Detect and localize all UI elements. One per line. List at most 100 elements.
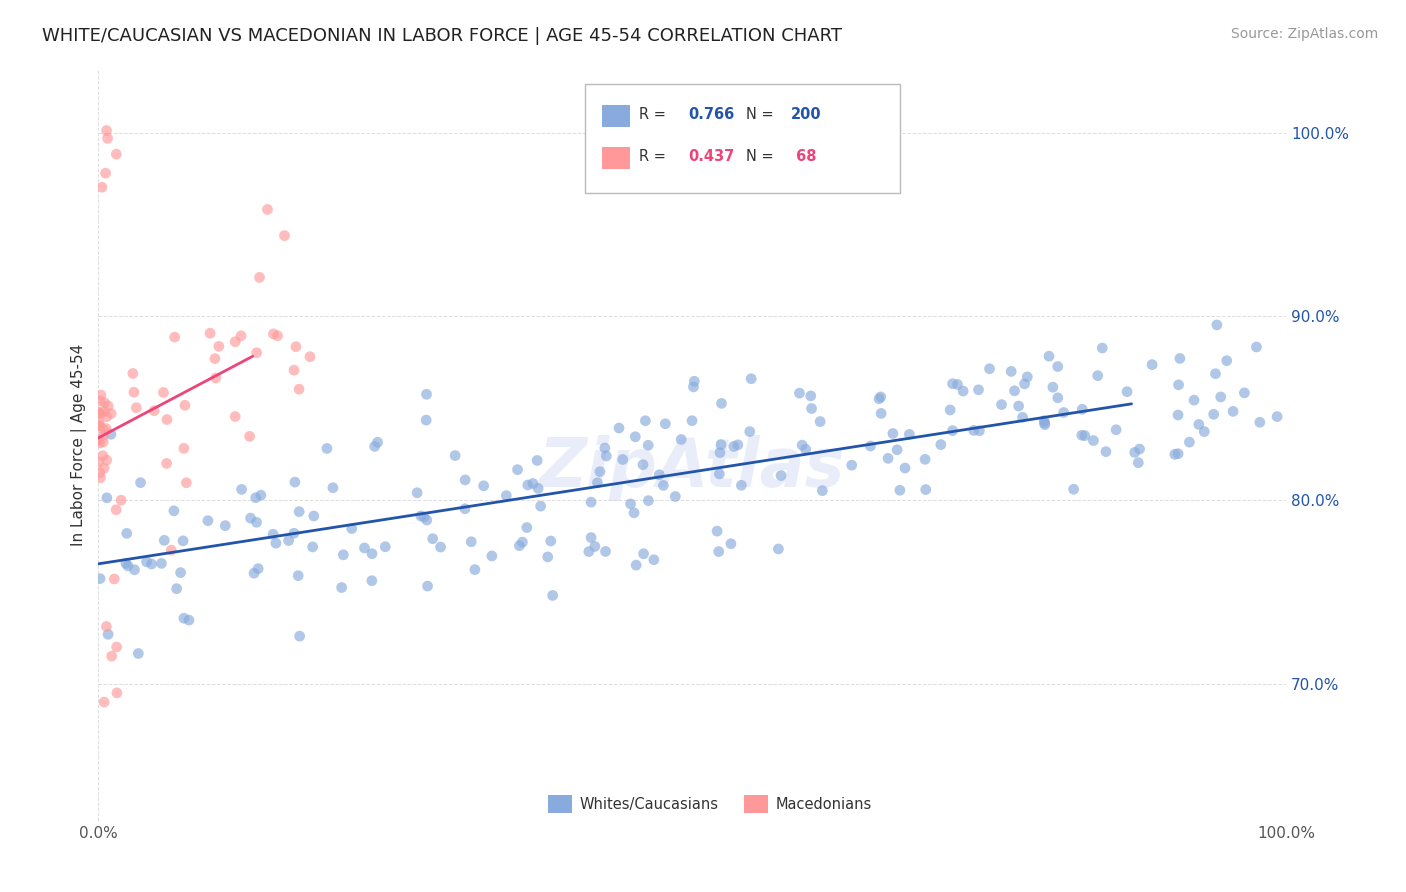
Point [93,695,115,709]
Point [1007,399,1029,413]
Text: Macedonians: Macedonians [775,797,872,812]
Point [1105,423,1128,437]
FancyBboxPatch shape [548,795,572,814]
Point [153,533,176,548]
Point [682,380,704,394]
Point [495,489,517,503]
Point [172,533,194,548]
Point [1033,414,1056,428]
Point [730,478,752,492]
Point [612,452,634,467]
Point [623,506,645,520]
Point [1209,390,1232,404]
Point [177,613,200,627]
Text: Source: ZipAtlas.com: Source: ZipAtlas.com [1230,27,1378,41]
Point [204,351,226,366]
Point [409,508,432,523]
Point [1083,434,1105,448]
Point [89,466,111,480]
Point [1071,402,1094,417]
Point [163,504,186,518]
Point [288,505,311,519]
Point [100,427,122,442]
Text: ZipAtlas: ZipAtlas [538,434,845,500]
Point [301,540,323,554]
Point [1091,341,1114,355]
Point [941,424,963,438]
Point [287,568,309,582]
Point [361,547,384,561]
FancyBboxPatch shape [602,104,630,128]
Point [1033,416,1056,430]
Point [91,449,114,463]
Point [1070,428,1092,442]
Point [683,374,706,388]
Text: 200: 200 [790,107,821,122]
Text: 0.766: 0.766 [689,107,735,122]
Point [1033,417,1056,432]
Point [464,563,486,577]
Point [353,541,375,555]
Point [738,425,761,439]
FancyBboxPatch shape [602,147,630,169]
Point [929,437,952,451]
Point [208,339,231,353]
Point [1167,408,1189,422]
Point [143,403,166,417]
Point [1128,456,1150,470]
Point [526,453,548,467]
Point [302,509,325,524]
Point [129,475,152,490]
Point [266,328,288,343]
Point [150,557,173,571]
Point [942,376,965,391]
Point [141,557,163,571]
Point [416,579,439,593]
Point [1222,404,1244,418]
Point [898,427,921,442]
Point [413,510,436,524]
Point [454,501,477,516]
Point [127,647,149,661]
Point [1265,409,1288,424]
Point [89,572,111,586]
Point [723,439,745,453]
Point [1194,425,1216,439]
Point [516,520,538,534]
Point [198,326,221,341]
Point [808,415,831,429]
Point [586,475,609,490]
Point [105,147,128,161]
Point [90,388,112,402]
Point [135,555,157,569]
Text: 68: 68 [790,149,817,164]
Point [87,455,110,469]
Point [1087,368,1109,383]
Point [990,398,1012,412]
Point [894,461,917,475]
Point [800,389,823,403]
Point [110,493,132,508]
Point [481,549,503,563]
Point [406,485,429,500]
Point [229,328,252,343]
Point [245,516,267,530]
Point [285,340,308,354]
Point [472,479,495,493]
Point [506,463,529,477]
Text: R =: R = [638,149,671,164]
Point [811,483,834,498]
Point [634,414,657,428]
Point [1095,444,1118,458]
Point [288,382,311,396]
Text: 0.437: 0.437 [689,149,735,164]
Point [283,526,305,541]
Point [100,407,122,421]
Point [340,522,363,536]
Point [117,558,139,573]
Point [1178,435,1201,450]
Point [363,439,385,453]
Point [859,439,882,453]
Point [93,395,115,409]
Point [239,511,262,525]
